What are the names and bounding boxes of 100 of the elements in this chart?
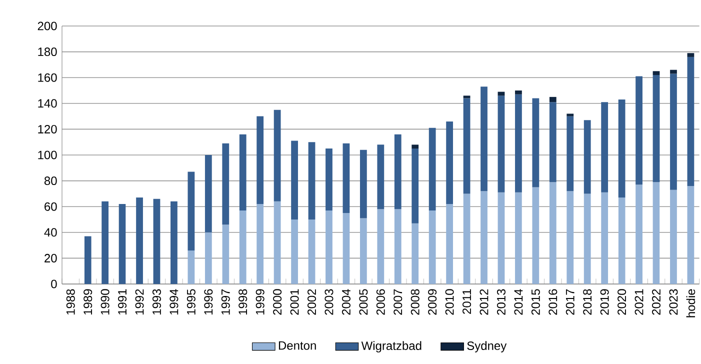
bar	[636, 184, 642, 284]
bar	[515, 94, 522, 192]
bar	[670, 74, 677, 190]
bar	[601, 102, 608, 192]
bar	[566, 116, 574, 192]
bar	[342, 213, 350, 284]
x-tick-label: 2010	[445, 289, 454, 315]
y-tick-label: 180	[38, 48, 57, 56]
bar	[463, 96, 470, 98]
bar	[239, 210, 246, 284]
x-tick-label: 2001	[290, 289, 299, 315]
bar	[446, 204, 454, 284]
bar	[412, 223, 419, 284]
y-tick-label: 140	[38, 99, 57, 108]
x-tick-label: hodie	[686, 289, 696, 318]
x-tick-label: 2012	[480, 289, 488, 315]
bar	[412, 148, 419, 224]
x-tick-label: 2014	[514, 289, 523, 315]
x-tick-label: 1990	[100, 289, 110, 314]
bar	[274, 201, 281, 284]
bar	[532, 98, 540, 188]
x-tick-label: 1993	[152, 289, 161, 314]
x-tick-label: 1992	[135, 289, 144, 314]
bar	[515, 192, 522, 284]
bar	[326, 148, 332, 210]
bar	[549, 96, 556, 102]
bar	[239, 134, 246, 210]
x-tick-label: 1989	[84, 289, 92, 314]
bar	[480, 191, 488, 284]
bar	[549, 102, 556, 182]
x-tick-label: 1997	[221, 289, 230, 314]
y-tick-label: 200	[38, 22, 57, 30]
bar	[618, 198, 626, 284]
x-tick-label: 2004	[342, 289, 350, 315]
legend-label: Denton	[278, 341, 316, 350]
x-tick-label: 1994	[170, 289, 178, 314]
bar	[480, 86, 488, 192]
bar	[498, 192, 505, 284]
x-tick-label: 2018	[583, 289, 592, 315]
x-tick-label: 2011	[462, 289, 472, 314]
bar	[636, 76, 642, 185]
x-tick-label: 1988	[66, 289, 75, 314]
y-tick-label: 120	[38, 124, 57, 134]
y-tick-label: 40	[44, 228, 57, 237]
bar	[652, 182, 660, 284]
bar	[549, 182, 556, 284]
bar	[256, 204, 264, 284]
bar	[584, 120, 591, 194]
x-tick-label: 1991	[118, 289, 127, 314]
x-tick-label: 2021	[634, 289, 644, 315]
bar	[566, 114, 574, 116]
bar	[274, 110, 281, 202]
x-tick-label: 1999	[256, 289, 264, 314]
x-tick-label: 2013	[496, 289, 506, 315]
bar	[463, 194, 470, 284]
bar	[308, 219, 316, 284]
bar	[687, 53, 694, 57]
x-tick-label: 2009	[428, 289, 437, 315]
bar	[136, 198, 143, 284]
bar	[670, 190, 677, 284]
bar	[102, 201, 109, 284]
bar	[618, 100, 626, 198]
bar	[463, 98, 470, 194]
bar	[498, 96, 505, 192]
bar	[256, 116, 264, 204]
bar	[153, 198, 160, 284]
y-tick-label: 20	[44, 254, 57, 262]
bar	[222, 143, 230, 225]
bar	[687, 186, 694, 284]
x-tick-label: 2015	[531, 289, 540, 315]
bar	[360, 150, 367, 218]
bar	[394, 134, 402, 210]
x-tick-label: 2003	[324, 289, 334, 315]
x-tick-label: 2019	[600, 289, 609, 315]
bar	[566, 191, 574, 284]
bar	[308, 142, 316, 220]
bar	[291, 140, 298, 220]
x-tick-label: 1998	[238, 289, 248, 314]
x-tick-label: 2020	[618, 289, 626, 315]
x-tick-label: 2022	[652, 289, 661, 315]
bar	[601, 192, 608, 284]
bar	[291, 219, 298, 284]
bar	[118, 204, 126, 284]
x-tick-label: 2006	[376, 289, 385, 315]
bar	[428, 210, 436, 284]
x-tick-label: 2002	[308, 289, 316, 315]
bar	[652, 75, 660, 182]
bar	[360, 218, 367, 284]
y-tick-label: 160	[38, 73, 57, 82]
y-tick-label: 100	[38, 150, 57, 160]
bar	[377, 209, 384, 284]
bar	[188, 172, 195, 250]
bar	[515, 90, 522, 94]
bar	[204, 232, 212, 284]
x-tick-label: 1995	[186, 289, 196, 314]
bar	[188, 250, 195, 284]
bar	[84, 236, 92, 284]
bar	[170, 201, 178, 284]
y-tick-label: 60	[44, 202, 57, 211]
bar	[446, 121, 454, 204]
